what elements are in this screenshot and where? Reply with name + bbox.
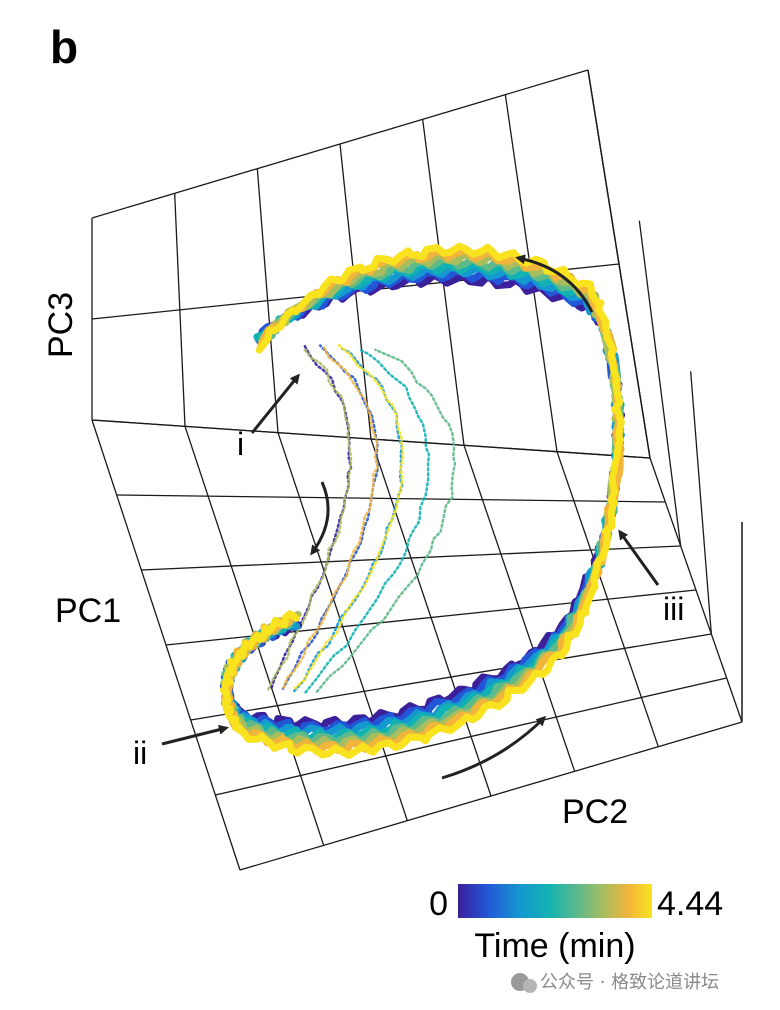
panel-label: b: [50, 21, 78, 73]
back-wall-gridline: [91, 69, 589, 219]
arrow-iii: [618, 529, 660, 586]
annotation-iii: iii: [663, 591, 684, 627]
3d-grid: [91, 69, 743, 871]
side-wall-gridline: [638, 220, 682, 547]
return-strand: [315, 348, 457, 693]
floor-gridline: [165, 589, 697, 646]
axis-label-pc3: PC3: [42, 292, 80, 358]
axis-label-pc1: PC1: [55, 592, 121, 630]
floor-gridline: [190, 633, 712, 721]
floor-gridline: [141, 545, 681, 571]
side-wall-gridline: [690, 371, 712, 635]
floor-gridline: [215, 677, 727, 796]
arrow-bottom: [441, 715, 547, 780]
floor-gridline: [116, 494, 666, 503]
wechat-icon-bubble: [523, 979, 537, 993]
side-wall-gridline: [587, 69, 651, 459]
arrow-top: [515, 254, 594, 313]
trajectory-series: [219, 242, 625, 760]
colorbar-min-label: 0: [429, 885, 448, 923]
colorbar-title: Time (min): [474, 927, 635, 965]
arrow-left: [310, 481, 330, 556]
direction-arrows: [161, 254, 660, 780]
colorbar-max-label: 4.44: [657, 885, 723, 923]
trajectories: [219, 242, 626, 760]
watermark: 公众号 · 格致论道讲坛: [511, 972, 719, 993]
floor-gridline: [239, 721, 743, 871]
arrow-i: [250, 373, 300, 434]
floor-gridline: [91, 419, 651, 459]
colorbar-gradient: [458, 884, 652, 918]
return-strand: [282, 344, 380, 689]
annotation-ii: ii: [133, 735, 147, 771]
arrow-ii: [161, 724, 229, 746]
annotation-i: i: [237, 426, 244, 462]
return-strand: [293, 344, 405, 690]
watermark-text: 公众号 · 格致论道讲坛: [540, 972, 719, 993]
axis-label-pc2: PC2: [562, 793, 628, 831]
return-strand: [304, 348, 431, 694]
colorbar: 0 4.44 Time (min): [429, 884, 723, 965]
